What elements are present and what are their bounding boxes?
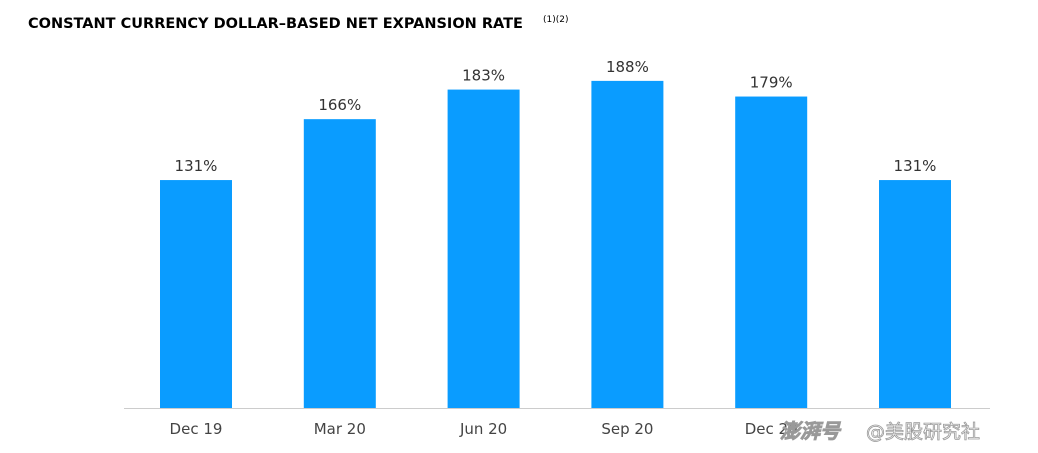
bar [735,96,808,408]
value-label: 166% [318,96,361,114]
x-tick-label: Sep 20 [601,420,653,438]
x-tick-label: Dec 20 [745,420,798,438]
watermark: 澎湃号 [780,419,842,443]
value-label: 131% [894,157,937,175]
x-tick-label: Mar 20 [314,420,366,438]
watermark: @美股研究社 [866,421,980,443]
bar [591,80,664,408]
bar [447,89,520,408]
x-tick-label: Jun 20 [459,420,507,438]
value-label: 183% [462,67,505,85]
value-label: 131% [175,157,218,175]
x-tick-label: Dec 19 [170,420,223,438]
value-label: 179% [750,74,793,92]
bar [303,119,376,408]
bar [160,180,232,408]
value-label: 188% [606,58,649,76]
title-note: (1)(2) [543,15,569,25]
bar [879,180,951,408]
chart-title: CONSTANT CURRENCY DOLLAR–BASED NET EXPAN… [28,16,523,32]
